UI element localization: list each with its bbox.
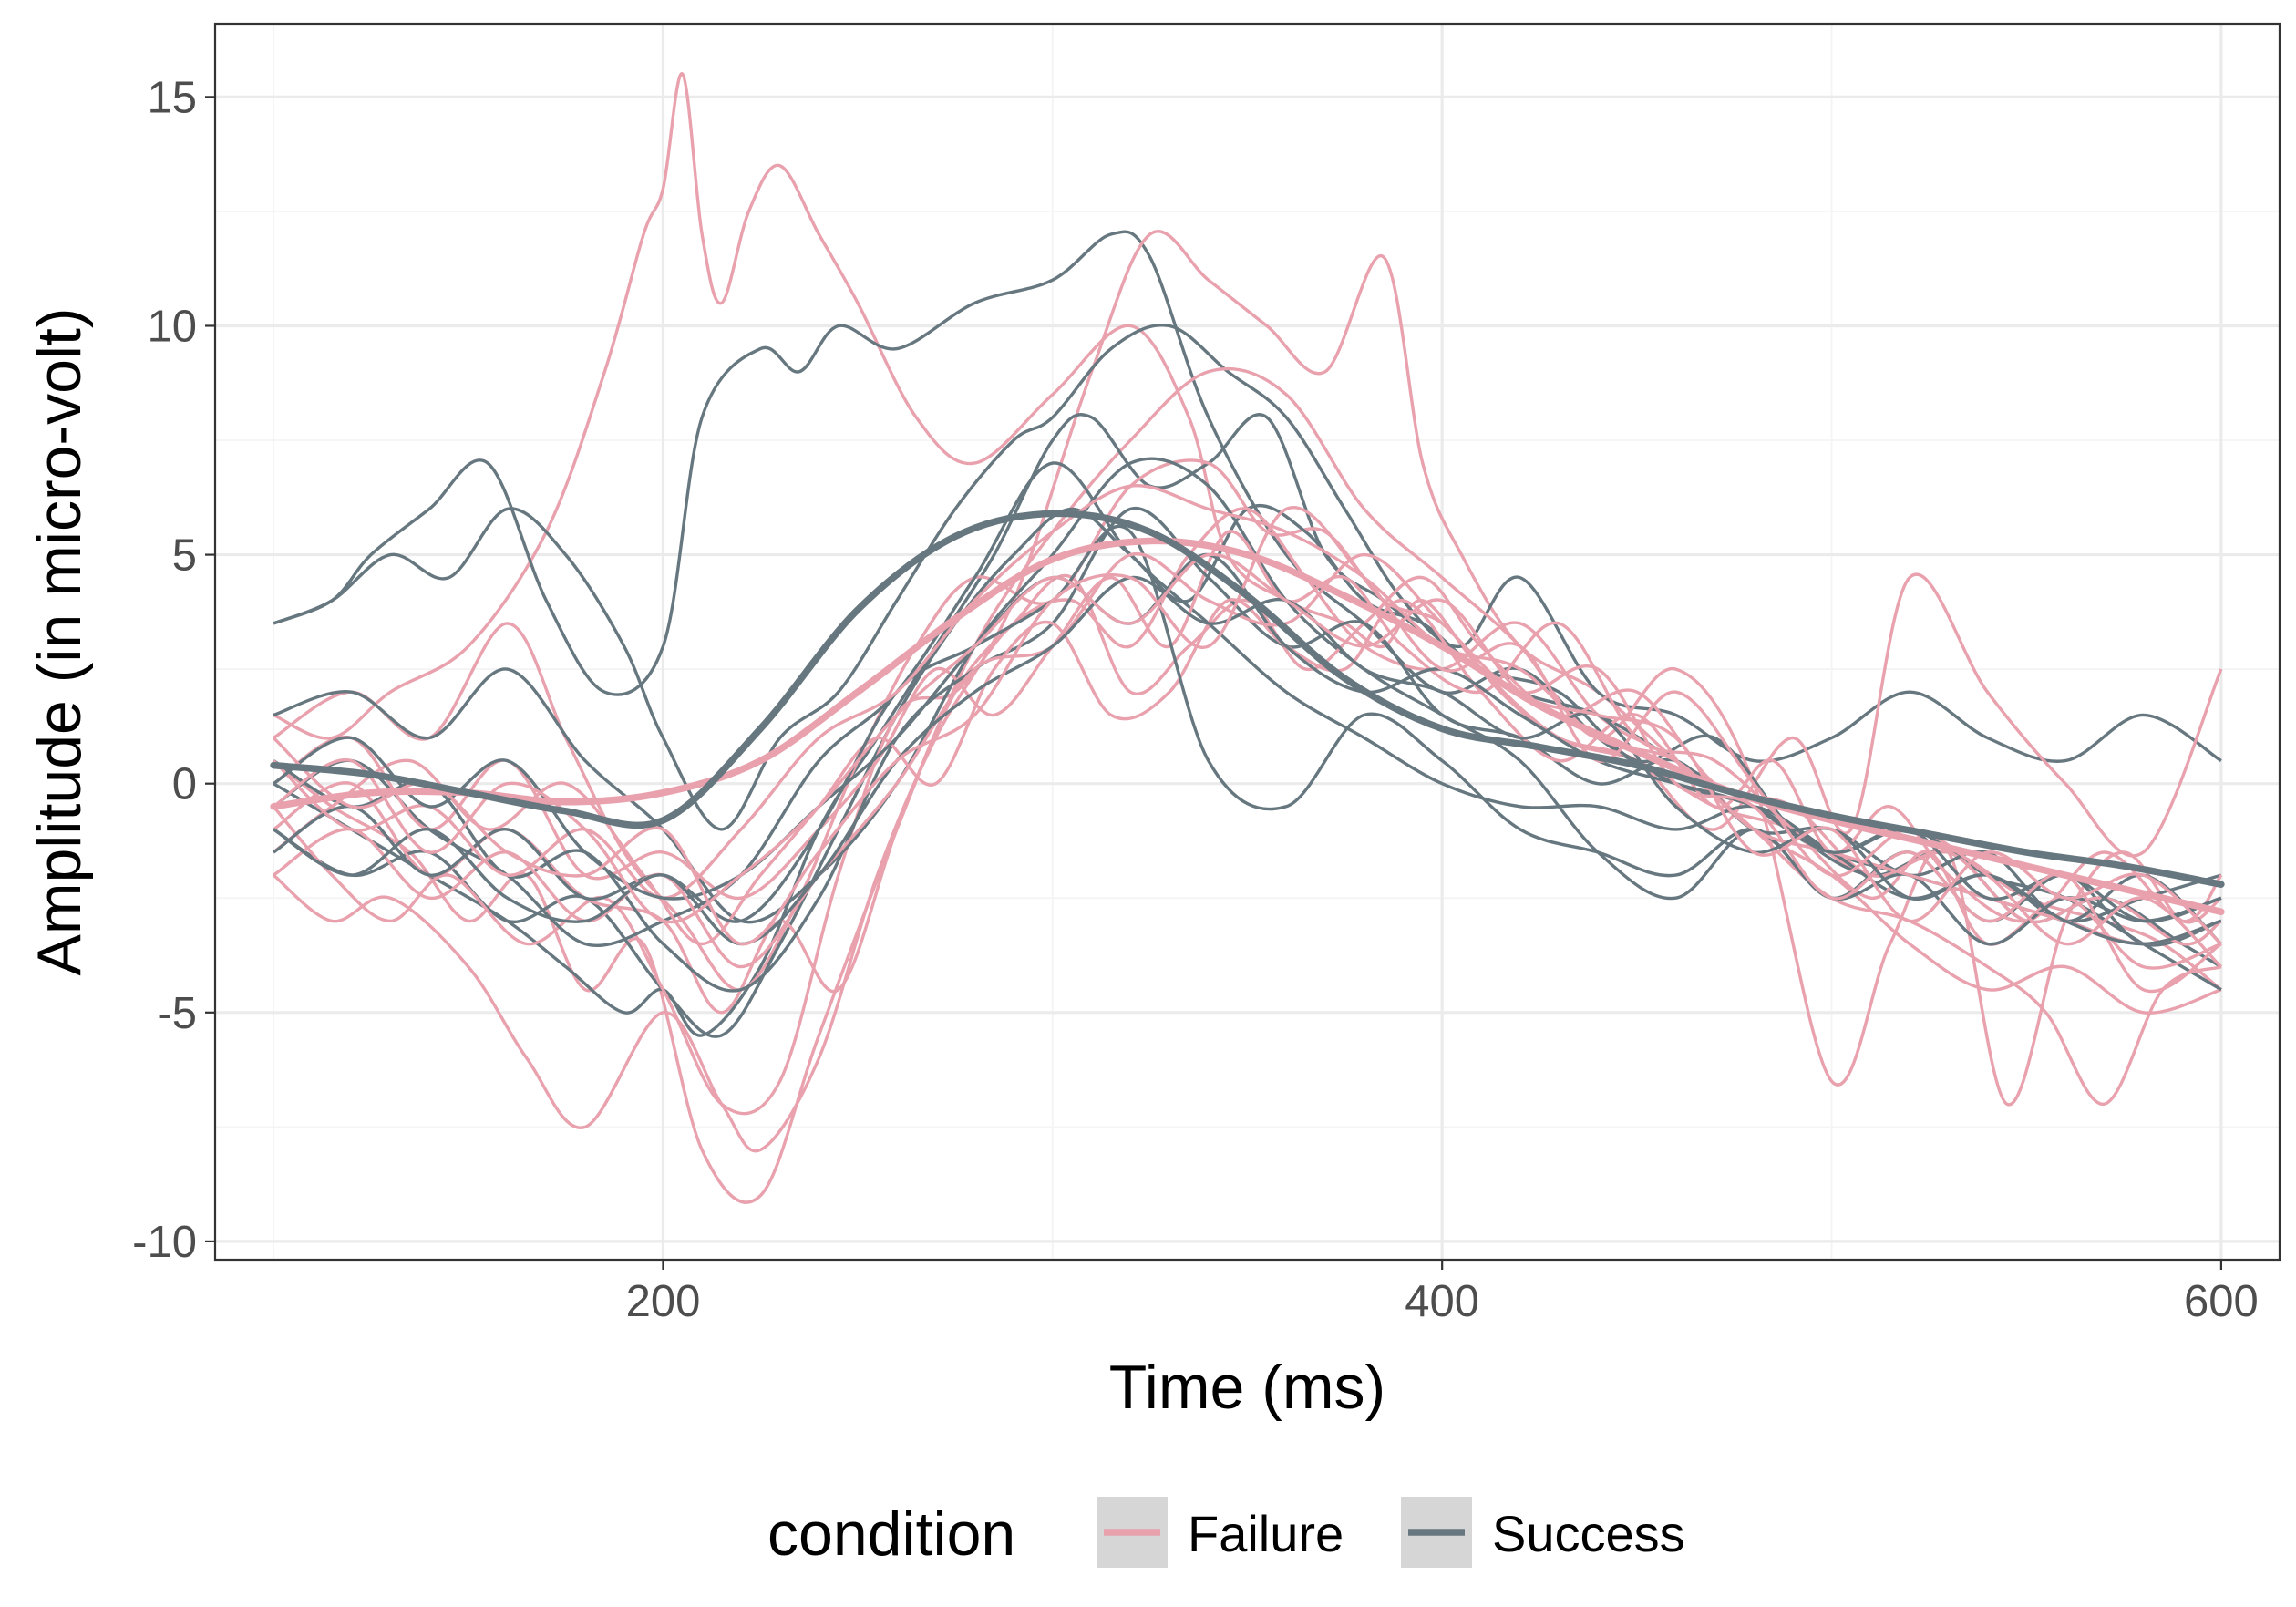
y-tick-label: -10 <box>132 1218 197 1267</box>
y-axis-title: Amplitude (in micro-volt) <box>25 307 94 975</box>
x-tick-label: 200 <box>626 1277 701 1326</box>
success-trial-line <box>273 230 2222 946</box>
success-trial-line <box>273 524 2222 946</box>
smoothed-lines <box>270 510 2225 916</box>
y-tick-label: 15 <box>147 73 197 122</box>
failure-trial-line <box>273 230 2222 1153</box>
success-trial-line <box>273 575 2222 946</box>
y-tick-label: 0 <box>172 760 197 809</box>
y-tick-label: 5 <box>172 531 197 581</box>
panel-border <box>213 22 2281 1262</box>
legend-label-failure: Failure <box>1188 1505 1344 1562</box>
failure-trial-line <box>273 598 2223 946</box>
legend-items: Failure Success <box>1097 1497 1685 1568</box>
legend-label-success: Success <box>1492 1505 1685 1562</box>
success-trial-line <box>273 324 2222 831</box>
legend: condition Failure Success <box>767 1497 1685 1569</box>
y-axis-ticks: -10 -5 0 5 10 15 <box>132 73 215 1267</box>
failure-trial-line <box>273 552 2223 945</box>
legend-title: condition <box>767 1499 1015 1569</box>
x-axis-title: Time (ms) <box>1109 1353 1385 1422</box>
x-tick-label: 600 <box>2184 1277 2259 1326</box>
y-tick-label: 10 <box>147 302 197 351</box>
y-tick-label: -5 <box>157 989 197 1038</box>
x-axis-ticks: 200 400 600 <box>626 1260 2259 1326</box>
success-smoothed-line <box>270 510 2225 888</box>
minor-gridlines <box>215 24 2280 1260</box>
failure-smoothed-line <box>270 537 2225 916</box>
x-tick-label: 400 <box>1405 1277 1479 1326</box>
